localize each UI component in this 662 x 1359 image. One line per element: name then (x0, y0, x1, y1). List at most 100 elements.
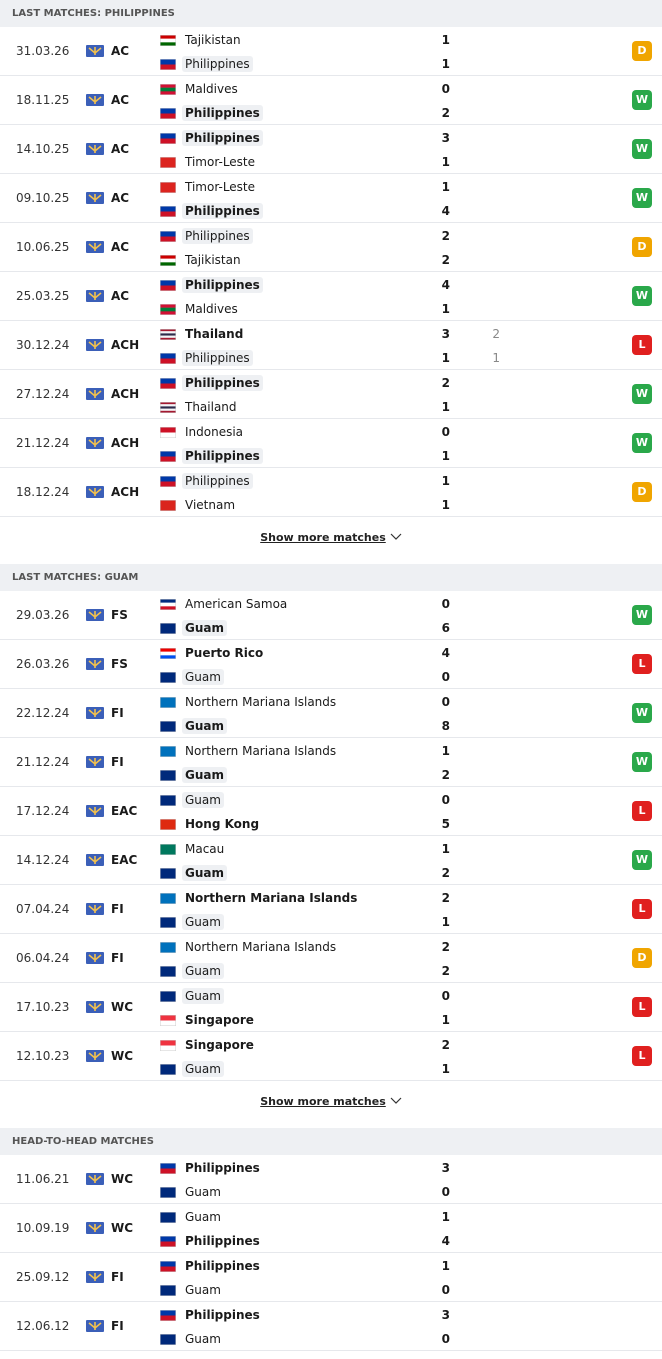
match-row[interactable]: 09.10.25 AC Timor-Leste 1 Philippines 4 W (0, 174, 662, 223)
match-row[interactable]: 11.06.21 WC Philippines 3 Guam 0 (0, 1155, 662, 1204)
team-flag (160, 1236, 176, 1247)
team-score: 0 (441, 1332, 450, 1346)
flag-stripe (160, 672, 176, 683)
flag-stripe (160, 331, 176, 334)
match-date: 26.03.26 (16, 657, 70, 671)
flag-border (160, 599, 176, 610)
flag-stripe (160, 35, 176, 39)
team-score: 0 (441, 597, 450, 611)
flag-border (160, 476, 176, 487)
flag-stripe (160, 206, 176, 212)
team-name: Indonesia (185, 425, 244, 439)
match-row[interactable]: 21.12.24 ACH Indonesia 0 Philippines 1 W (0, 419, 662, 468)
flag-stripe (160, 651, 176, 656)
flag-border (160, 697, 176, 708)
match-row[interactable]: 12.06.12 FI Philippines 3 Guam 0 (0, 1302, 662, 1351)
flag-border (160, 231, 176, 242)
match-row[interactable]: 22.12.24 FI Northern Mariana Islands 0 Guam 8… (0, 689, 662, 738)
team-name: Philippines (185, 1161, 260, 1175)
chevron-down[interactable] (390, 1097, 402, 1105)
flag-stripe (160, 1334, 176, 1345)
team-name: Macau (185, 842, 225, 856)
competition: ACH (111, 338, 140, 352)
team-score: 1 (441, 498, 450, 512)
match-date: 31.03.26 (16, 44, 70, 58)
match-row[interactable]: 26.03.26 FS Puerto Rico 4 Guam 0 L (0, 640, 662, 689)
competition: AC (111, 191, 130, 205)
match-row[interactable]: 18.11.25 AC Maldives 0 Philippines 2 W (0, 76, 662, 125)
team-name: Guam (182, 865, 227, 881)
competition-icon (86, 756, 104, 768)
match-row[interactable]: 25.09.12 FI Philippines 1 Guam 0 (0, 1253, 662, 1302)
result-badge: L (632, 1046, 652, 1066)
competition-icon (86, 1320, 104, 1332)
match-date: 07.04.24 (16, 902, 70, 916)
match-row[interactable]: 10.09.19 WC Guam 1 Philippines 4 (0, 1204, 662, 1253)
match-row[interactable]: 25.03.25 AC Philippines 4 Maldives 1 W (0, 272, 662, 321)
flag-border (160, 770, 176, 781)
flag-border (160, 1310, 176, 1321)
team-score: 4 (441, 278, 450, 292)
match-row[interactable]: 31.03.26 AC Tajikistan 1 Philippines 1 D (0, 27, 662, 76)
result-badge: W (632, 703, 652, 723)
team-name: Guam (185, 1332, 221, 1346)
match-row[interactable]: 14.10.25 AC Philippines 3 Timor-Leste 1 W (0, 125, 662, 174)
match-row[interactable]: 30.12.24 ACH Thailand 3 2 Philippines 1 1 L (0, 321, 662, 370)
team-name: Philippines (182, 473, 253, 489)
flag-stripe (160, 1266, 176, 1272)
flag-stripe (160, 1064, 176, 1075)
flag-border (160, 648, 176, 659)
match-row[interactable]: 21.12.24 FI Northern Mariana Islands 1 Guam 2… (0, 738, 662, 787)
team-flag (160, 721, 176, 732)
flag-stripe (160, 819, 176, 830)
flag-border (160, 942, 176, 953)
flag-stripe (160, 1212, 176, 1223)
show-more-text[interactable]: Show more matches (260, 1095, 386, 1108)
match-row[interactable]: 12.10.23 WC Singapore 2 Guam 1 L (0, 1032, 662, 1081)
team-name: Vietnam (185, 498, 236, 512)
competition-icon (86, 437, 104, 449)
show-more-text[interactable]: Show more matches (260, 531, 386, 544)
flag-border (160, 1040, 176, 1051)
team-name: Philippines (182, 130, 263, 146)
match-row[interactable]: 07.04.24 FI Northern Mariana Islands 2 Guam 1… (0, 885, 662, 934)
competition: WC (111, 1000, 134, 1014)
team-flag (160, 500, 176, 511)
competition: FI (111, 902, 124, 916)
team-score: 1 (441, 155, 450, 169)
show-more-link[interactable]: Show more matches (0, 1095, 662, 1108)
flag-border (160, 893, 176, 904)
chevron-down[interactable] (390, 533, 402, 541)
match-row[interactable]: 29.03.26 FS American Samoa 0 Guam 6 W (0, 591, 662, 640)
team-score: 2 (441, 940, 450, 954)
flag-stripe (160, 87, 176, 92)
match-row[interactable]: 17.10.23 WC Guam 0 Singapore 1 L (0, 983, 662, 1032)
competition: FS (111, 657, 128, 671)
match-row[interactable]: 06.04.24 FI Northern Mariana Islands 2 Guam 2… (0, 934, 662, 983)
competition: FI (111, 951, 124, 965)
team-flag (160, 353, 176, 364)
show-more-link[interactable]: Show more matches (0, 531, 662, 544)
team-name: Guam (182, 620, 227, 636)
team-flag (160, 942, 176, 953)
match-row[interactable]: 18.12.24 ACH Philippines 1 Vietnam 1 D (0, 468, 662, 517)
team-flag (160, 1163, 176, 1174)
result-badge: D (632, 237, 652, 257)
flag-stripe (160, 427, 176, 433)
match-row[interactable]: 10.06.25 AC Philippines 2 Tajikistan 2 D (0, 223, 662, 272)
match-row[interactable]: 14.12.24 EAC Macau 1 Guam 2 W (0, 836, 662, 885)
team-score: 1 (441, 1259, 450, 1273)
competition: WC (111, 1049, 134, 1063)
team-score: 4 (441, 204, 450, 218)
match-row[interactable]: 27.12.24 ACH Philippines 2 Thailand 1 W (0, 370, 662, 419)
flag-border (160, 1015, 176, 1026)
icon-mark (88, 1273, 102, 1281)
team-name: Timor-Leste (185, 180, 256, 194)
match-row[interactable]: 17.12.24 EAC Guam 0 Hong Kong 5 L (0, 787, 662, 836)
team-name: Philippines (182, 448, 263, 464)
flag-border (160, 182, 176, 193)
team-name: Maldives (185, 302, 238, 316)
team-score: 1 (441, 842, 450, 856)
team-score: 2 (441, 891, 450, 905)
flag-stripe (160, 408, 176, 411)
